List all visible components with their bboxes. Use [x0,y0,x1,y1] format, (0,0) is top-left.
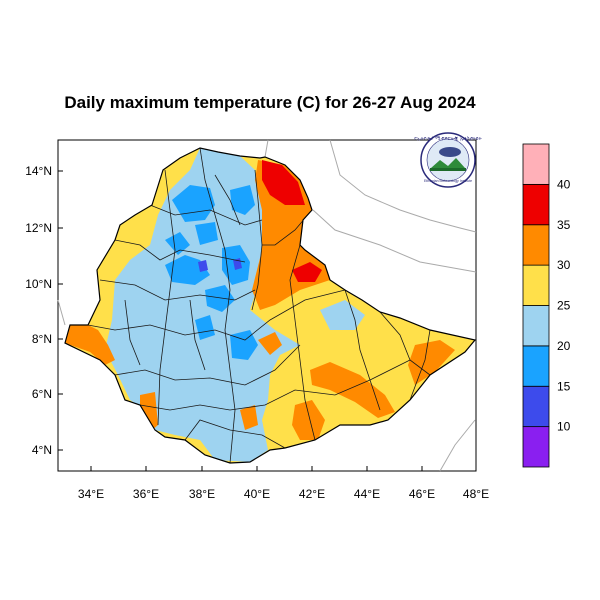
colorbar-swatch [522,224,550,266]
colorbar-label: 30 [557,258,571,272]
colorbar-swatch [522,143,550,185]
lon-tick-label: 46°E [409,487,435,501]
lat-tick-label: 12°N [25,221,52,235]
logo-name-text: Ethiopian Meteorology Institute [424,179,472,183]
colorbar-swatch [522,385,550,428]
lat-tick-label: 10°N [25,277,52,291]
neighbor-borders [57,139,477,472]
lat-tick-label: 4°N [32,443,52,457]
colorbar-swatch [522,305,550,347]
lon-tick-label: 48°E [463,487,489,501]
colorbar-swatch [522,183,550,226]
colorbar-swatch [522,264,550,306]
colorbar-label: 35 [557,218,571,232]
axis-ticks [58,170,477,471]
lon-tick-label: 42°E [299,487,325,501]
colorbar-label: 20 [557,339,571,353]
colorbar-label: 10 [557,420,571,434]
lon-tick-label: 34°E [78,487,104,501]
region-borders [87,148,431,463]
lon-tick-label: 44°E [354,487,380,501]
colorbar-swatch [522,345,550,387]
lat-tick-label: 14°N [25,164,52,178]
lat-tick-label: 6°N [32,387,52,401]
lon-tick-label: 38°E [189,487,215,501]
lat-tick-label: 8°N [32,332,52,346]
colorbar-label: 40 [557,177,571,191]
colorbar-label: 25 [557,299,571,313]
colorbar-legend: 10 15 20 25 30 35 40 [522,143,571,468]
logo-ring-text: የኢትዮጵያ ሚቲዎሮሎጂ ኢንስቲትዩት [414,136,482,142]
colorbar-swatch [522,426,550,468]
lon-tick-label: 36°E [133,487,159,501]
lon-tick-label: 40°E [244,487,270,501]
ethiopian-meteorology-institute-logo: የኢትዮጵያ ሚቲዎሮሎጂ ኢንስቲትዩት Ethiopian Meteorol… [414,132,482,188]
map-title: Daily maximum temperature (C) for 26-27 … [64,93,476,112]
temperature-field [65,148,475,463]
colorbar-label: 15 [557,379,571,393]
